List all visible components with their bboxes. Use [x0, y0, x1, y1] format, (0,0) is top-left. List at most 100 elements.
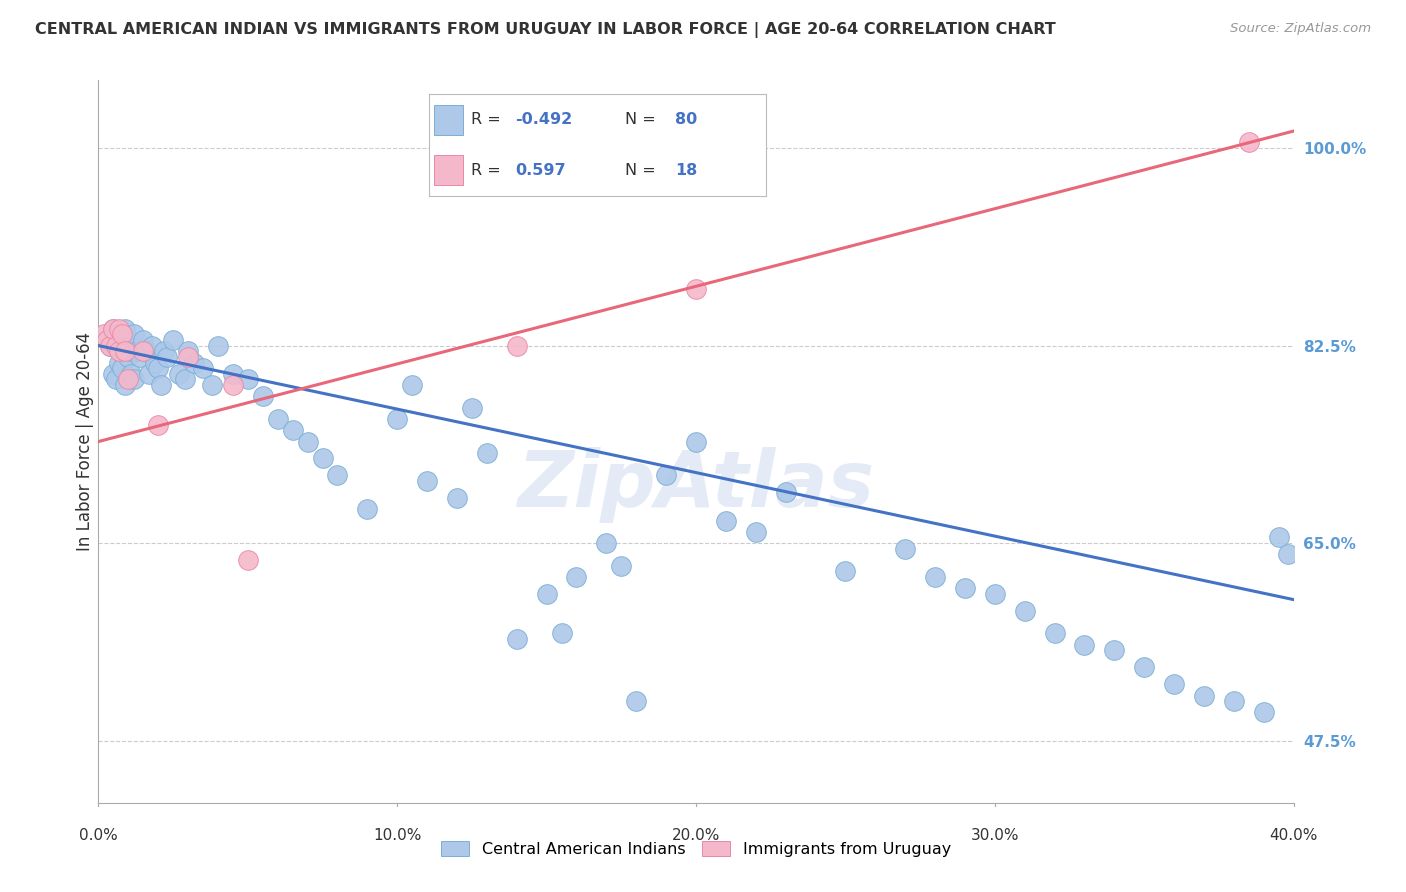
Point — [506, 338, 529, 352]
Point — [108, 344, 131, 359]
Point — [191, 361, 214, 376]
Point — [96, 333, 118, 347]
Point — [148, 361, 170, 376]
Point — [506, 632, 529, 646]
Point — [120, 367, 142, 381]
Text: N =: N = — [624, 162, 661, 178]
Point — [117, 372, 139, 386]
Point — [114, 378, 136, 392]
Point — [127, 344, 149, 359]
Point — [108, 321, 131, 335]
Point — [446, 491, 468, 505]
Point — [150, 378, 173, 392]
Point — [311, 451, 333, 466]
Point — [222, 378, 245, 392]
Text: 18: 18 — [675, 162, 697, 178]
Point — [207, 338, 229, 352]
Point — [1223, 694, 1246, 708]
Point — [111, 338, 134, 352]
Point — [167, 367, 190, 381]
Text: R =: R = — [471, 162, 510, 178]
Point — [1104, 643, 1126, 657]
Point — [236, 553, 259, 567]
Point — [775, 485, 797, 500]
Point — [174, 372, 197, 386]
Point — [124, 327, 146, 342]
Point — [114, 321, 136, 335]
Point — [1073, 638, 1095, 652]
Point — [1014, 604, 1036, 618]
Text: 80: 80 — [675, 112, 697, 128]
Point — [565, 570, 588, 584]
Legend: Central American Indians, Immigrants from Uruguay: Central American Indians, Immigrants fro… — [434, 835, 957, 863]
Point — [103, 367, 125, 381]
Point — [834, 565, 856, 579]
FancyBboxPatch shape — [434, 105, 463, 135]
Point — [96, 333, 118, 347]
Point — [1237, 136, 1260, 150]
Point — [1043, 626, 1066, 640]
Point — [222, 367, 245, 381]
Point — [461, 401, 484, 415]
Point — [894, 541, 917, 556]
Point — [132, 333, 155, 347]
Point — [183, 355, 205, 369]
Point — [117, 333, 139, 347]
Point — [98, 338, 122, 352]
Point — [111, 361, 134, 376]
Point — [156, 350, 179, 364]
Point — [103, 321, 125, 335]
Point — [281, 423, 304, 437]
Point — [924, 570, 946, 584]
Point — [135, 344, 157, 359]
Point — [475, 446, 498, 460]
Point — [111, 327, 134, 342]
Point — [685, 282, 707, 296]
Point — [132, 344, 155, 359]
Point — [138, 367, 160, 381]
Point — [93, 327, 115, 342]
Point — [162, 333, 184, 347]
Text: 10.0%: 10.0% — [373, 828, 422, 843]
Point — [655, 468, 678, 483]
Point — [124, 372, 146, 386]
Point — [1133, 660, 1156, 674]
Point — [103, 321, 125, 335]
Point — [356, 502, 378, 516]
Point — [141, 338, 163, 352]
Point — [1253, 706, 1275, 720]
FancyBboxPatch shape — [434, 155, 463, 185]
Point — [177, 350, 200, 364]
Point — [610, 558, 633, 573]
Text: 30.0%: 30.0% — [970, 828, 1019, 843]
Point — [416, 474, 439, 488]
Point — [177, 344, 200, 359]
Point — [148, 417, 170, 432]
Point — [114, 344, 136, 359]
Text: N =: N = — [624, 112, 661, 128]
Text: CENTRAL AMERICAN INDIAN VS IMMIGRANTS FROM URUGUAY IN LABOR FORCE | AGE 20-64 CO: CENTRAL AMERICAN INDIAN VS IMMIGRANTS FR… — [35, 22, 1056, 38]
Point — [108, 344, 131, 359]
Text: Source: ZipAtlas.com: Source: ZipAtlas.com — [1230, 22, 1371, 36]
Point — [714, 514, 737, 528]
Point — [153, 344, 176, 359]
Point — [953, 582, 976, 596]
Point — [252, 389, 274, 403]
Point — [267, 412, 290, 426]
Point — [745, 524, 768, 539]
Point — [1267, 531, 1289, 545]
Point — [297, 434, 319, 449]
Point — [595, 536, 617, 550]
Text: R =: R = — [471, 112, 506, 128]
Point — [401, 378, 423, 392]
Text: 40.0%: 40.0% — [1270, 828, 1317, 843]
Point — [326, 468, 349, 483]
Text: 0.0%: 0.0% — [79, 828, 118, 843]
Point — [105, 372, 128, 386]
Text: 20.0%: 20.0% — [672, 828, 720, 843]
Point — [108, 355, 131, 369]
Point — [120, 344, 142, 359]
Point — [626, 694, 648, 708]
Point — [129, 350, 152, 364]
Point — [117, 350, 139, 364]
